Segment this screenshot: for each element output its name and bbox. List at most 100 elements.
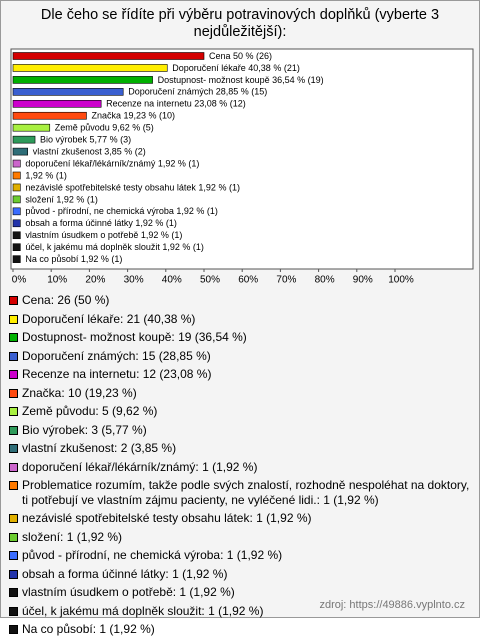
legend-swatch bbox=[9, 481, 18, 490]
legend-label: složení: 1 (1,92 %) bbox=[22, 529, 123, 544]
legend-item: složení: 1 (1,92 %) bbox=[9, 530, 471, 545]
legend-swatch bbox=[9, 425, 18, 435]
chart: 0% 10% 20% 30% 40% 50% 60% 70% 80% 90% 100% Cena 50… bbox=[10, 48, 474, 286]
x-tick-label: 80% bbox=[315, 275, 335, 286]
legend-item: Dostupnost- možnost koupě: 19 (36,54 %) bbox=[9, 330, 471, 345]
bar-label: Dostupnost- možnost koupě 36,54 % (19) bbox=[158, 75, 324, 85]
bar bbox=[12, 123, 51, 132]
legend-swatch bbox=[9, 314, 18, 324]
bar bbox=[12, 219, 21, 228]
plot-frame bbox=[10, 48, 474, 270]
legend-item: Cena: 26 (50 %) bbox=[9, 293, 471, 308]
bar bbox=[12, 171, 21, 180]
legend-item: vlastní zkušenost: 2 (3,85 %) bbox=[9, 441, 471, 456]
legend-item: Recenze na internetu: 12 (23,08 %) bbox=[9, 367, 471, 382]
legend-item: Doporučení lékaře: 21 (40,38 %) bbox=[9, 312, 471, 327]
bar bbox=[12, 147, 29, 156]
legend-item: doporučení lékař/lékárník/známý: 1 (1,92… bbox=[9, 460, 471, 475]
bar-label: doporučení lékař/lékárník/známý 1,92 % (… bbox=[25, 158, 199, 168]
x-tick-label: 10% bbox=[47, 275, 67, 286]
legend-label: nezávislé spotřebitelské testy obsahu lá… bbox=[22, 511, 312, 525]
legend-swatch bbox=[9, 625, 18, 634]
bar-label: vlastním úsudkem o potřebě 1,92 % (1) bbox=[25, 230, 182, 240]
x-tick-label: 30% bbox=[124, 275, 144, 286]
bar bbox=[12, 76, 153, 84]
legend-swatch bbox=[9, 551, 18, 560]
legend-swatch bbox=[9, 351, 18, 361]
legend-label: Problematice rozumím, takže podle svých … bbox=[22, 478, 470, 507]
legend-swatch bbox=[9, 333, 18, 342]
bar bbox=[12, 195, 21, 204]
x-tick-label: 70% bbox=[276, 275, 296, 286]
legend-swatch bbox=[9, 370, 18, 379]
chart-title: Dle čeho se řídíte při výběru potravinov… bbox=[40, 7, 440, 40]
legend-label: Na co působí: 1 (1,92 %) bbox=[22, 622, 155, 636]
legend-item: Země původu: 5 (9,62 %) bbox=[9, 404, 471, 419]
bar-label: složení 1,92 % (1) bbox=[25, 194, 98, 204]
legend-swatch bbox=[9, 444, 18, 453]
legend-label: Doporučení lékaře: 21 (40,38 %) bbox=[22, 311, 196, 326]
legend-item: účel, k jakému má doplněk sloužit: 1 (1,… bbox=[9, 604, 471, 619]
bar bbox=[12, 159, 21, 168]
legend-label: Země původu: 5 (9,62 %) bbox=[22, 404, 158, 418]
legend-item: vlastním úsudkem o potřebě: 1 (1,92 %) bbox=[9, 585, 471, 600]
legend-item: nezávislé spotřebitelské testy obsahu lá… bbox=[9, 511, 471, 526]
bar bbox=[12, 183, 21, 192]
legend-label: účel, k jakému má doplněk sloužit: 1 (1,… bbox=[22, 603, 264, 618]
legend-label: Dostupnost- možnost koupě: 19 (36,54 %) bbox=[22, 330, 247, 344]
bar bbox=[12, 100, 102, 108]
bar-label: Na co působí 1,92 % (1) bbox=[25, 254, 122, 264]
bar bbox=[12, 207, 21, 216]
bar bbox=[12, 64, 168, 72]
legend-swatch bbox=[9, 569, 18, 579]
legend-item: Problematice rozumím, takže podle svých … bbox=[9, 478, 471, 507]
legend-label: původ - přírodní, ne chemická výroba: 1 … bbox=[22, 548, 283, 562]
legend-item: Na co působí: 1 (1,92 %) bbox=[9, 622, 471, 637]
x-tick-label: 50% bbox=[200, 275, 220, 286]
bar bbox=[12, 255, 21, 263]
legend-label: Značka: 10 (19,23 %) bbox=[22, 385, 137, 400]
bar-label: Recenze na internetu 23,08 % (12) bbox=[106, 99, 246, 109]
x-tick-label: 20% bbox=[85, 275, 105, 286]
legend-swatch bbox=[9, 606, 18, 616]
bar-label: 1,92 % (1) bbox=[25, 170, 67, 180]
bar-label: Doporučení známých 28,85 % (15) bbox=[128, 87, 267, 97]
bar-label: Země původu 9,62 % (5) bbox=[55, 123, 154, 133]
legend-label: vlastní zkušenost: 2 (3,85 %) bbox=[22, 441, 177, 455]
legend-label: doporučení lékař/lékárník/známý: 1 (1,92… bbox=[22, 459, 258, 474]
legend-label: vlastním úsudkem o potřebě: 1 (1,92 %) bbox=[22, 585, 235, 599]
x-tick-label: 0% bbox=[12, 275, 27, 286]
legend: Cena: 26 (50 %) Doporučení lékaře: 21 (40… bbox=[9, 293, 471, 641]
bar bbox=[12, 243, 21, 251]
bar-label: původ - přírodní, ne chemická výroba 1,9… bbox=[25, 206, 218, 216]
bar bbox=[12, 231, 21, 240]
bar bbox=[12, 111, 87, 120]
legend-swatch bbox=[9, 407, 18, 416]
bar-label: vlastní zkušenost 3,85 % (2) bbox=[33, 146, 146, 156]
legend-item: původ - přírodní, ne chemická výroba: 1 … bbox=[9, 548, 471, 563]
x-tick-label: 60% bbox=[238, 275, 258, 286]
bar-label: Bio výrobek 5,77 % (3) bbox=[40, 135, 131, 145]
bar bbox=[12, 52, 205, 60]
bar bbox=[12, 135, 36, 144]
legend-label: Recenze na internetu: 12 (23,08 %) bbox=[22, 367, 212, 381]
legend-swatch bbox=[9, 532, 18, 542]
legend-item: Bio výrobek: 3 (5,77 %) bbox=[9, 423, 471, 438]
legend-label: Bio výrobek: 3 (5,77 %) bbox=[22, 422, 147, 437]
bar bbox=[12, 88, 124, 96]
x-tick-label: 90% bbox=[353, 275, 373, 286]
legend-label: Doporučení známých: 15 (28,85 %) bbox=[22, 348, 211, 363]
legend-label: Cena: 26 (50 %) bbox=[22, 293, 110, 307]
x-tick-label: 40% bbox=[162, 275, 182, 286]
legend-swatch bbox=[9, 388, 18, 398]
bar-label: Cena 50 % (26) bbox=[209, 51, 272, 61]
legend-swatch bbox=[9, 462, 18, 472]
legend-label: obsah a forma účinné látky: 1 (1,92 %) bbox=[22, 566, 228, 581]
bar-label: obsah a forma účinné látky 1,92 % (1) bbox=[25, 218, 177, 228]
bar-label: účel, k jakému má doplněk sloužit 1,92 %… bbox=[25, 242, 204, 252]
legend-swatch bbox=[9, 296, 18, 305]
bar-label: Značka 19,23 % (10) bbox=[91, 111, 175, 121]
legend-item: obsah a forma účinné látky: 1 (1,92 %) bbox=[9, 567, 471, 582]
legend-item: Doporučení známých: 15 (28,85 %) bbox=[9, 349, 471, 364]
